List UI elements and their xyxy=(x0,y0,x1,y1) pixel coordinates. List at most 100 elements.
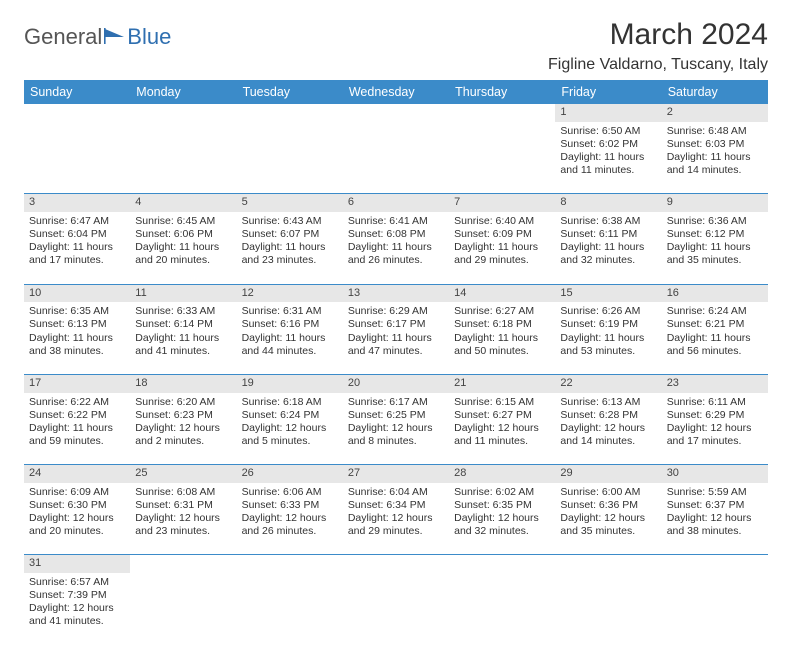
sunset-line: Sunset: 6:28 PM xyxy=(560,409,656,422)
logo-text-2: Blue xyxy=(127,24,171,50)
day-number: 14 xyxy=(449,284,555,302)
sunset-line: Sunset: 6:36 PM xyxy=(560,499,656,512)
sunrise-line: Sunrise: 6:00 AM xyxy=(560,486,656,499)
day-cell: Sunrise: 6:57 AMSunset: 7:39 PMDaylight:… xyxy=(24,573,130,645)
sunset-line: Sunset: 6:03 PM xyxy=(667,138,763,151)
day-cell: Sunrise: 6:27 AMSunset: 6:18 PMDaylight:… xyxy=(449,302,555,374)
day-cell: Sunrise: 6:26 AMSunset: 6:19 PMDaylight:… xyxy=(555,302,661,374)
daylight-line: Daylight: 11 hours and 17 minutes. xyxy=(29,241,125,267)
day-number-empty xyxy=(130,555,236,573)
sunset-line: Sunset: 6:30 PM xyxy=(29,499,125,512)
sunset-line: Sunset: 6:09 PM xyxy=(454,228,550,241)
weekday-header: Monday xyxy=(130,80,236,104)
day-cell: Sunrise: 5:59 AMSunset: 6:37 PMDaylight:… xyxy=(662,483,768,555)
day-cell: Sunrise: 6:29 AMSunset: 6:17 PMDaylight:… xyxy=(343,302,449,374)
weekday-header: Sunday xyxy=(24,80,130,104)
day-number: 5 xyxy=(237,194,343,212)
sunset-line: Sunset: 6:11 PM xyxy=(560,228,656,241)
day-cell: Sunrise: 6:35 AMSunset: 6:13 PMDaylight:… xyxy=(24,302,130,374)
sunset-line: Sunset: 6:04 PM xyxy=(29,228,125,241)
sunset-line: Sunset: 7:39 PM xyxy=(29,589,125,602)
sunset-line: Sunset: 6:29 PM xyxy=(667,409,763,422)
daynum-row: 3456789 xyxy=(24,194,768,212)
day-number-empty xyxy=(555,555,661,573)
day-cell: Sunrise: 6:50 AMSunset: 6:02 PMDaylight:… xyxy=(555,122,661,194)
calendar-week-row: Sunrise: 6:57 AMSunset: 7:39 PMDaylight:… xyxy=(24,573,768,645)
day-number-empty xyxy=(24,104,130,122)
day-number: 24 xyxy=(24,465,130,483)
calendar-table: Sunday Monday Tuesday Wednesday Thursday… xyxy=(24,80,768,645)
day-number-empty xyxy=(237,104,343,122)
calendar-week-row: Sunrise: 6:35 AMSunset: 6:13 PMDaylight:… xyxy=(24,302,768,374)
sunrise-line: Sunrise: 6:06 AM xyxy=(242,486,338,499)
day-cell-empty xyxy=(24,122,130,194)
day-cell: Sunrise: 6:08 AMSunset: 6:31 PMDaylight:… xyxy=(130,483,236,555)
sunrise-line: Sunrise: 6:33 AM xyxy=(135,305,231,318)
daylight-line: Daylight: 11 hours and 56 minutes. xyxy=(667,332,763,358)
daylight-line: Daylight: 11 hours and 26 minutes. xyxy=(348,241,444,267)
sunset-line: Sunset: 6:06 PM xyxy=(135,228,231,241)
daylight-line: Daylight: 12 hours and 35 minutes. xyxy=(560,512,656,538)
day-cell: Sunrise: 6:24 AMSunset: 6:21 PMDaylight:… xyxy=(662,302,768,374)
day-number-empty xyxy=(343,104,449,122)
daylight-line: Daylight: 12 hours and 20 minutes. xyxy=(29,512,125,538)
daylight-line: Daylight: 12 hours and 2 minutes. xyxy=(135,422,231,448)
daylight-line: Daylight: 11 hours and 38 minutes. xyxy=(29,332,125,358)
sunset-line: Sunset: 6:33 PM xyxy=(242,499,338,512)
sunset-line: Sunset: 6:35 PM xyxy=(454,499,550,512)
sunset-line: Sunset: 6:02 PM xyxy=(560,138,656,151)
weekday-header: Friday xyxy=(555,80,661,104)
day-cell: Sunrise: 6:18 AMSunset: 6:24 PMDaylight:… xyxy=(237,393,343,465)
weekday-header: Wednesday xyxy=(343,80,449,104)
sunrise-line: Sunrise: 6:15 AM xyxy=(454,396,550,409)
day-cell: Sunrise: 6:02 AMSunset: 6:35 PMDaylight:… xyxy=(449,483,555,555)
daynum-row: 31 xyxy=(24,555,768,573)
day-cell: Sunrise: 6:13 AMSunset: 6:28 PMDaylight:… xyxy=(555,393,661,465)
daylight-line: Daylight: 11 hours and 47 minutes. xyxy=(348,332,444,358)
day-number-empty xyxy=(662,555,768,573)
sunset-line: Sunset: 6:31 PM xyxy=(135,499,231,512)
sunrise-line: Sunrise: 6:57 AM xyxy=(29,576,125,589)
day-cell: Sunrise: 6:38 AMSunset: 6:11 PMDaylight:… xyxy=(555,212,661,284)
sunrise-line: Sunrise: 6:13 AM xyxy=(560,396,656,409)
logo-text-1: General xyxy=(24,24,102,50)
sunrise-line: Sunrise: 6:35 AM xyxy=(29,305,125,318)
daynum-row: 12 xyxy=(24,104,768,122)
sunrise-line: Sunrise: 5:59 AM xyxy=(667,486,763,499)
daylight-line: Daylight: 11 hours and 29 minutes. xyxy=(454,241,550,267)
sunrise-line: Sunrise: 6:40 AM xyxy=(454,215,550,228)
day-cell: Sunrise: 6:41 AMSunset: 6:08 PMDaylight:… xyxy=(343,212,449,284)
day-number: 18 xyxy=(130,374,236,392)
daylight-line: Daylight: 12 hours and 11 minutes. xyxy=(454,422,550,448)
day-number-empty xyxy=(449,555,555,573)
day-number-empty xyxy=(343,555,449,573)
day-number: 29 xyxy=(555,465,661,483)
day-cell-empty xyxy=(449,573,555,645)
day-cell-empty xyxy=(130,573,236,645)
sunrise-line: Sunrise: 6:08 AM xyxy=(135,486,231,499)
sunrise-line: Sunrise: 6:47 AM xyxy=(29,215,125,228)
daynum-row: 24252627282930 xyxy=(24,465,768,483)
weekday-header: Saturday xyxy=(662,80,768,104)
daylight-line: Daylight: 11 hours and 53 minutes. xyxy=(560,332,656,358)
day-number: 13 xyxy=(343,284,449,302)
day-cell: Sunrise: 6:33 AMSunset: 6:14 PMDaylight:… xyxy=(130,302,236,374)
day-number: 7 xyxy=(449,194,555,212)
sunrise-line: Sunrise: 6:09 AM xyxy=(29,486,125,499)
daylight-line: Daylight: 12 hours and 8 minutes. xyxy=(348,422,444,448)
calendar-week-row: Sunrise: 6:22 AMSunset: 6:22 PMDaylight:… xyxy=(24,393,768,465)
page-title: March 2024 xyxy=(548,18,768,52)
sunrise-line: Sunrise: 6:26 AM xyxy=(560,305,656,318)
day-number: 12 xyxy=(237,284,343,302)
day-number: 1 xyxy=(555,104,661,122)
daylight-line: Daylight: 12 hours and 41 minutes. xyxy=(29,602,125,628)
sunset-line: Sunset: 6:21 PM xyxy=(667,318,763,331)
sunset-line: Sunset: 6:14 PM xyxy=(135,318,231,331)
day-number-empty xyxy=(237,555,343,573)
sunrise-line: Sunrise: 6:18 AM xyxy=(242,396,338,409)
day-number: 27 xyxy=(343,465,449,483)
sunset-line: Sunset: 6:25 PM xyxy=(348,409,444,422)
day-number: 15 xyxy=(555,284,661,302)
day-cell-empty xyxy=(343,573,449,645)
day-cell: Sunrise: 6:09 AMSunset: 6:30 PMDaylight:… xyxy=(24,483,130,555)
